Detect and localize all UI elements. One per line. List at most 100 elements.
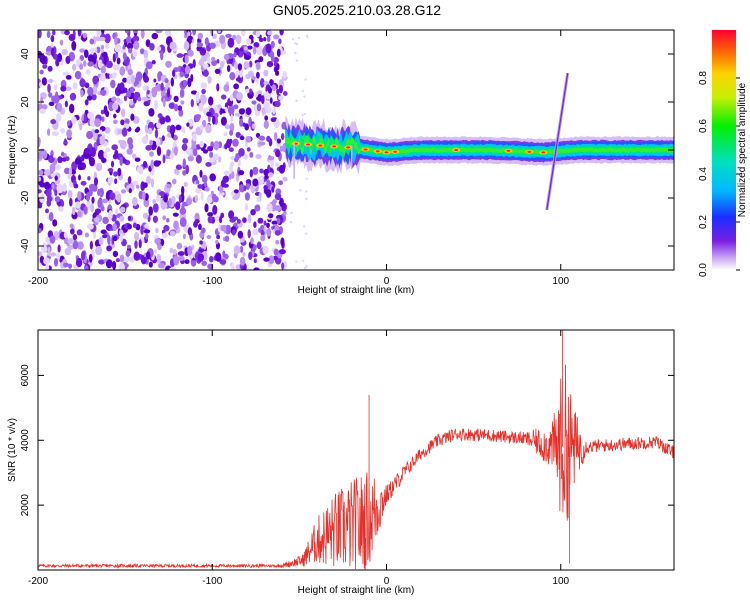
noise-blob (119, 82, 125, 91)
noise-blob (201, 260, 207, 266)
y-axis-label: SNR (10 * v/v) (7, 418, 18, 482)
noise-blob (94, 217, 100, 223)
x-tick-label: -200 (28, 576, 48, 587)
noise-blob (233, 52, 237, 58)
noise-blob (182, 158, 186, 168)
noise-blob (139, 48, 145, 55)
noise-blob (142, 85, 147, 91)
noise-blob (232, 216, 239, 221)
noise-blob (263, 37, 267, 42)
noise-blob (86, 95, 93, 101)
noise-blob (138, 239, 142, 249)
noise-blob (225, 224, 231, 235)
noise-blob (41, 244, 48, 253)
noise-blob (252, 228, 259, 235)
noise-blob (232, 138, 239, 147)
noise-blob (264, 115, 269, 121)
noise-blob (116, 97, 121, 103)
noise-blob (183, 181, 188, 187)
noise-blob (64, 30, 70, 36)
noise-blob (79, 63, 84, 70)
noise-blob (157, 74, 162, 82)
noise-blob (207, 146, 214, 152)
noise-blob (246, 147, 251, 152)
noise-blob (79, 48, 86, 53)
y-tick-label: 6000 (20, 364, 31, 387)
noise-blob (276, 138, 282, 144)
noise-blob (257, 175, 265, 186)
noise-blob (86, 200, 91, 210)
noise-blob (74, 70, 82, 80)
noise-blob (264, 174, 269, 180)
noise-blob (91, 93, 97, 101)
noise-blob (39, 255, 45, 264)
noise-blob (101, 116, 105, 122)
noise-blob (199, 169, 203, 178)
noise-blob (148, 206, 153, 216)
noise-blob (175, 201, 181, 211)
noise-blob (107, 234, 111, 245)
noise-blob (223, 170, 230, 176)
noise-blob (185, 164, 189, 175)
noise-blob (83, 113, 87, 124)
noise-blob (143, 198, 150, 208)
noise-blob (56, 102, 63, 113)
noise-blob (114, 36, 118, 46)
noise-blob (95, 245, 103, 256)
noise-blob (187, 77, 192, 88)
noise-blob (187, 35, 193, 41)
noise-blob (171, 195, 176, 205)
carrier-band (285, 134, 674, 156)
noise-blob (176, 53, 184, 58)
noise-blob (47, 128, 51, 136)
noise-blob (112, 250, 119, 258)
noise-blob (88, 253, 93, 263)
noise-blob (260, 224, 265, 231)
noise-blob (219, 34, 226, 45)
noise-blob (123, 256, 131, 263)
noise-blob (201, 227, 206, 234)
noise-blob (184, 65, 191, 75)
snr-panel: -200 -100 0 100 2000 4000 6000 Height of strai… (7, 329, 675, 596)
noise-blob (198, 59, 205, 67)
noise-blob (60, 30, 65, 35)
noise-blob (249, 60, 253, 68)
noise-blob (132, 153, 137, 159)
noise-blob (39, 108, 46, 114)
noise-blob (256, 103, 262, 112)
noise-blob (124, 30, 130, 34)
noise-blob (229, 72, 236, 81)
noise-blob (49, 163, 56, 173)
y-axis-label: Frequency (Hz) (7, 116, 18, 185)
noise-blob (39, 81, 43, 88)
hot-spot (384, 151, 389, 154)
noise-dot (303, 225, 306, 228)
noise-blob (278, 164, 285, 174)
x-tick-label: 0 (384, 576, 390, 587)
noise-blob (96, 46, 101, 54)
noise-blob (237, 230, 244, 239)
hot-spot (306, 143, 311, 146)
snr-series-line (38, 330, 674, 570)
noise-blob (145, 39, 151, 47)
noise-blob (173, 103, 179, 112)
noise-blob (163, 193, 169, 203)
noise-blob (117, 128, 123, 135)
noise-blob (234, 112, 240, 117)
noise-blob (257, 93, 263, 102)
noise-dot (303, 266, 307, 270)
noise-blob (185, 148, 192, 155)
noise-blob (226, 138, 232, 149)
noise-blob (45, 51, 52, 56)
noise-blob (100, 206, 105, 212)
colorbar: 0.0 0.2 0.4 0.6 0.8 Normalized spectral ampl… (698, 30, 748, 277)
noise-blob (105, 110, 110, 118)
noise-blob (279, 30, 284, 36)
noise-blob (69, 92, 77, 101)
noise-blob (246, 38, 252, 45)
noise-blob (250, 237, 254, 245)
noise-blob (278, 84, 283, 94)
noise-blob (38, 251, 43, 257)
noise-blob (199, 124, 204, 131)
noise-blob (84, 265, 89, 270)
